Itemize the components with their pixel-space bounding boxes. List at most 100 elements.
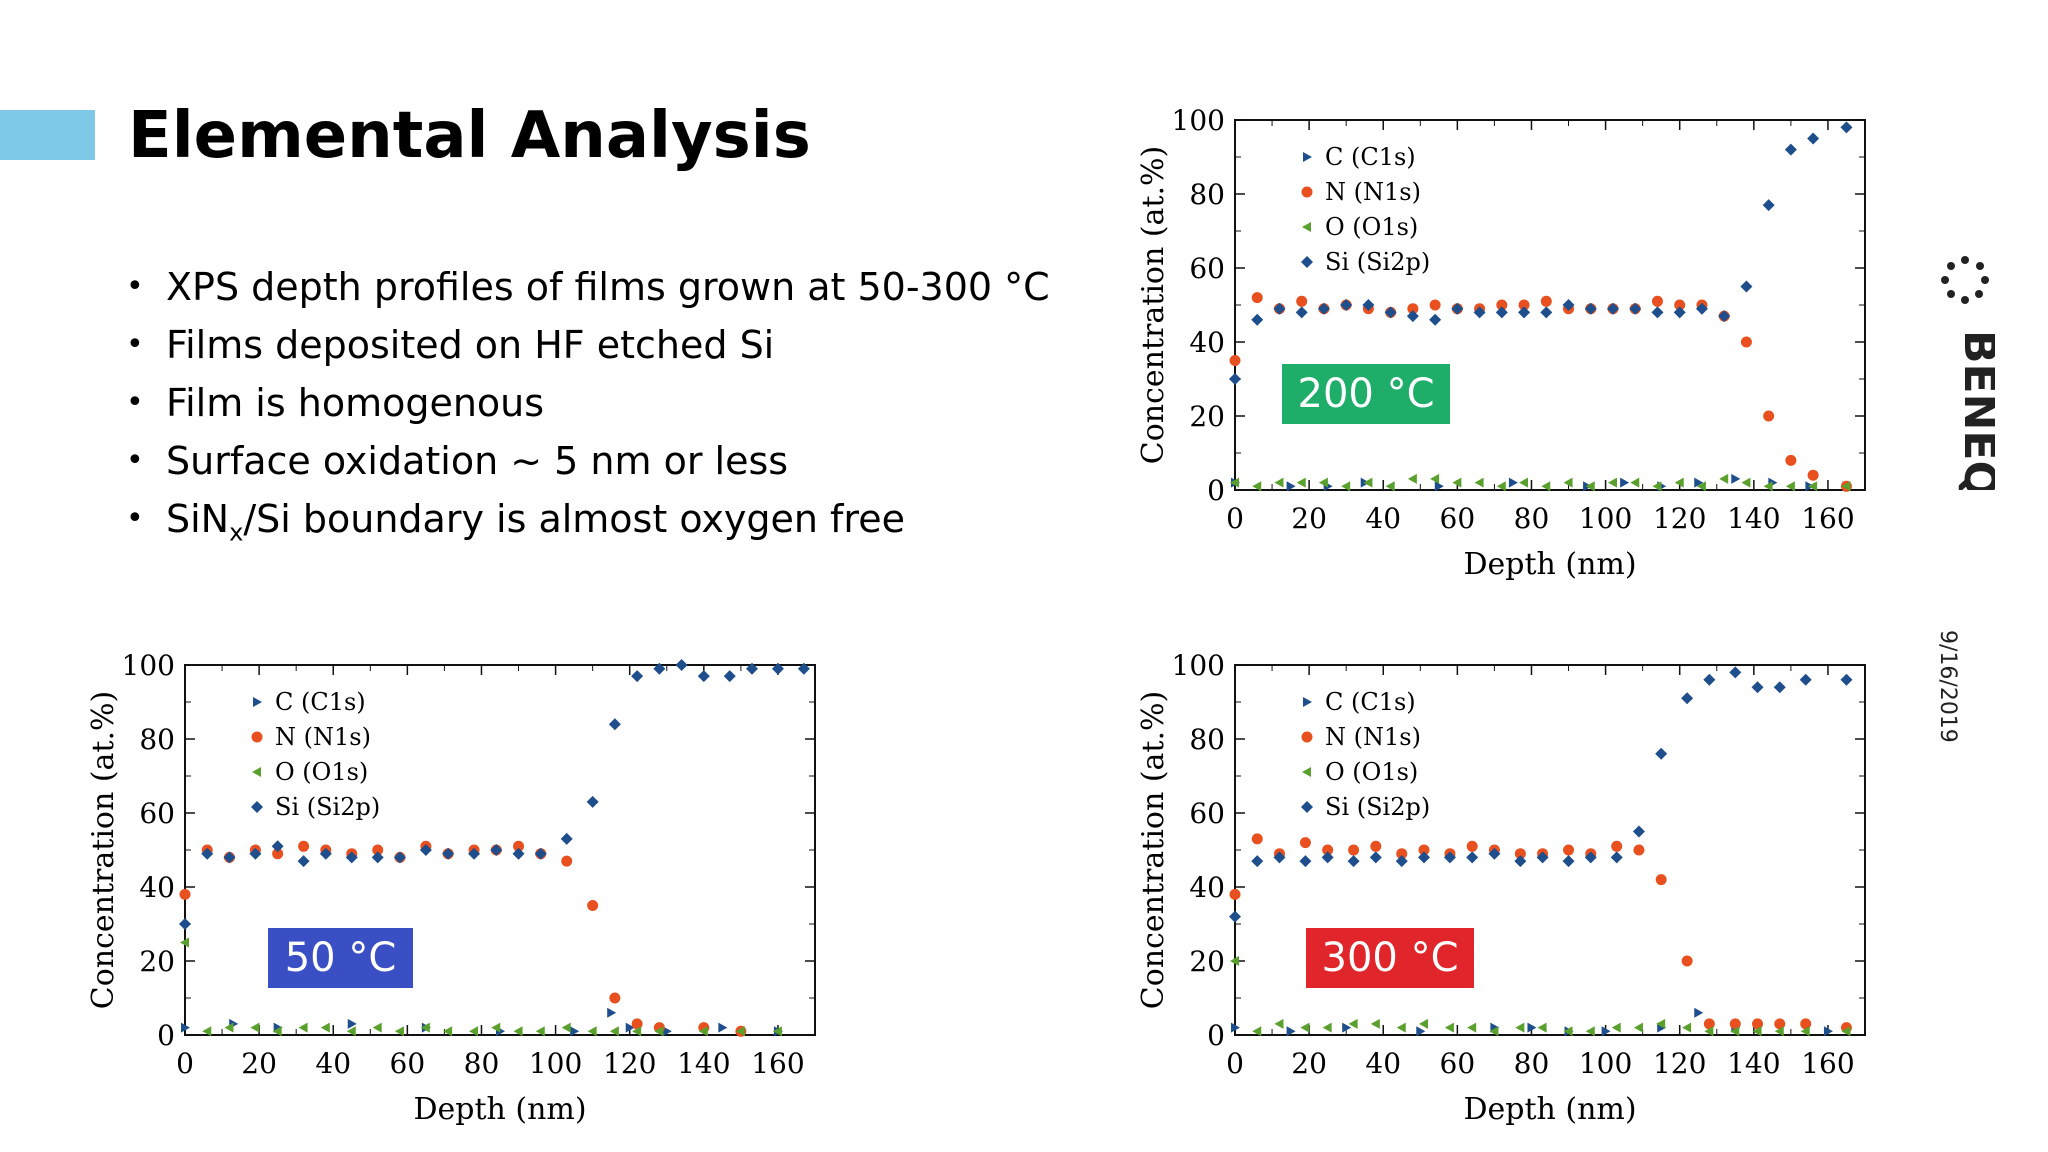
data-point bbox=[1655, 874, 1667, 886]
y-tick-label: 40 bbox=[139, 871, 175, 904]
data-point bbox=[1519, 477, 1529, 488]
data-point bbox=[1681, 955, 1693, 967]
y-tick-label: 20 bbox=[139, 945, 175, 978]
temperature-badge-50c: 50 °C bbox=[268, 928, 413, 988]
beneq-logo: BENEQ bbox=[1935, 250, 2005, 498]
bullet-dot-icon: • bbox=[126, 501, 144, 536]
legend-label: N (N1s) bbox=[1325, 723, 1421, 751]
y-tick-label: 20 bbox=[1189, 945, 1225, 978]
data-point bbox=[346, 1026, 356, 1037]
data-point bbox=[1840, 673, 1853, 686]
data-point bbox=[1629, 302, 1642, 315]
scatter-plot: 0 20 40 60 80 100 120 140 160 0 20 40 60 80 100 Depth (… bbox=[1136, 649, 1866, 1127]
data-point bbox=[1563, 844, 1575, 856]
bullet-text-sub: x bbox=[229, 518, 244, 547]
data-point bbox=[1230, 477, 1239, 488]
chart-50c: 0 20 40 60 80 100 120 140 160 0 20 40 60 80 100 Depth (… bbox=[65, 645, 845, 1135]
data-point bbox=[1694, 1007, 1704, 1018]
y-tick-label: 40 bbox=[1189, 871, 1225, 904]
data-point bbox=[180, 937, 189, 948]
legend-marker bbox=[1303, 152, 1312, 162]
data-point bbox=[632, 1026, 642, 1037]
data-point bbox=[1231, 1022, 1240, 1033]
data-point bbox=[271, 840, 284, 853]
data-point bbox=[1514, 855, 1527, 868]
data-point bbox=[319, 847, 332, 860]
x-tick-label: 160 bbox=[1801, 502, 1854, 535]
x-tick-label: 40 bbox=[1365, 502, 1401, 535]
data-point bbox=[631, 1018, 643, 1030]
x-tick-label: 60 bbox=[1440, 1047, 1476, 1080]
data-point bbox=[1807, 132, 1820, 145]
x-tick-label: 120 bbox=[1653, 502, 1706, 535]
data-point bbox=[298, 840, 310, 852]
data-point bbox=[772, 1026, 782, 1037]
data-point bbox=[1656, 1018, 1666, 1029]
x-tick-label: 120 bbox=[1653, 1047, 1706, 1080]
legend-label: C (C1s) bbox=[1325, 143, 1416, 171]
data-point bbox=[561, 1022, 571, 1033]
data-point bbox=[1467, 1022, 1477, 1033]
series-o bbox=[1230, 956, 1851, 1037]
data-point bbox=[1251, 855, 1264, 868]
data-point bbox=[1719, 473, 1729, 484]
data-point bbox=[1704, 1026, 1714, 1037]
data-point bbox=[179, 918, 191, 930]
data-point bbox=[1321, 851, 1334, 864]
data-point bbox=[1396, 1022, 1406, 1033]
data-point bbox=[1229, 910, 1241, 923]
data-point bbox=[561, 855, 573, 867]
data-point bbox=[1496, 299, 1508, 311]
data-point bbox=[1295, 306, 1308, 319]
legend-marker bbox=[251, 801, 263, 813]
data-point bbox=[443, 1026, 453, 1037]
data-point bbox=[1763, 410, 1775, 422]
data-point bbox=[1752, 1018, 1764, 1030]
series-si bbox=[1229, 121, 1853, 385]
data-point bbox=[1774, 1018, 1786, 1030]
data-point bbox=[1407, 473, 1417, 484]
data-point bbox=[1230, 956, 1239, 966]
data-point bbox=[1607, 302, 1619, 315]
data-point bbox=[1620, 477, 1630, 488]
data-point bbox=[1229, 888, 1241, 900]
bullet-item: • Film is homogenous bbox=[120, 374, 1050, 432]
data-point bbox=[654, 1026, 664, 1037]
data-point bbox=[1299, 837, 1311, 849]
data-point bbox=[1296, 295, 1308, 307]
x-axis-label: Depth (nm) bbox=[1463, 1092, 1636, 1127]
legend: C (C1s) N (N1s) O (O1s) Si (Si2p) bbox=[1301, 143, 1430, 276]
y-tick-label: 100 bbox=[1172, 649, 1225, 682]
series-n bbox=[179, 840, 747, 1037]
data-point bbox=[1633, 1022, 1643, 1033]
data-point bbox=[1322, 844, 1334, 856]
data-point bbox=[631, 670, 644, 683]
legend: C (C1s) N (N1s) O (O1s) Si (Si2p) bbox=[251, 688, 380, 821]
data-point bbox=[1584, 851, 1597, 864]
data-point bbox=[1347, 855, 1360, 868]
data-point bbox=[491, 1022, 501, 1033]
legend-marker bbox=[1301, 186, 1313, 198]
data-point bbox=[420, 1022, 430, 1033]
data-point bbox=[735, 1026, 745, 1037]
data-point bbox=[697, 670, 710, 683]
data-point bbox=[1785, 454, 1797, 466]
data-point bbox=[1273, 302, 1286, 315]
data-point bbox=[1395, 855, 1408, 868]
legend-label: Si (Si2p) bbox=[1325, 248, 1430, 276]
x-tick-label: 80 bbox=[1514, 1047, 1550, 1080]
x-tick-label: 140 bbox=[677, 1047, 730, 1080]
data-point bbox=[1540, 295, 1552, 307]
data-point bbox=[1430, 473, 1440, 484]
data-point bbox=[1774, 1026, 1784, 1037]
data-point bbox=[1508, 477, 1518, 488]
y-tick-label: 60 bbox=[139, 797, 175, 830]
data-point bbox=[1369, 851, 1382, 864]
bullet-text: XPS depth profiles of films grown at 50-… bbox=[166, 265, 1050, 309]
data-point bbox=[1527, 1022, 1537, 1033]
data-point bbox=[1730, 1026, 1740, 1037]
logo-wordmark: BENEQ bbox=[1954, 330, 1995, 490]
data-point bbox=[1541, 481, 1551, 492]
data-point bbox=[1396, 848, 1408, 860]
x-axis-label: Depth (nm) bbox=[1463, 547, 1636, 582]
